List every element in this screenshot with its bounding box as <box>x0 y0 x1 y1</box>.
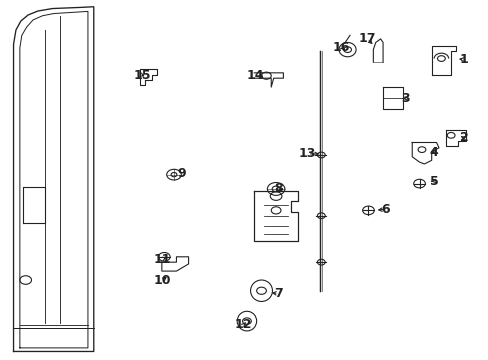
Text: 6: 6 <box>381 203 389 216</box>
Text: 7: 7 <box>274 287 283 300</box>
Text: 17: 17 <box>358 32 375 45</box>
Text: 4: 4 <box>429 146 438 159</box>
Text: 9: 9 <box>177 167 185 180</box>
Text: 5: 5 <box>429 175 438 188</box>
Text: 8: 8 <box>274 183 282 195</box>
Text: 11: 11 <box>153 253 170 266</box>
Text: 10: 10 <box>153 274 170 287</box>
Text: 12: 12 <box>234 318 252 331</box>
Text: 16: 16 <box>332 41 350 54</box>
Text: 14: 14 <box>246 69 264 82</box>
Text: 2: 2 <box>459 131 468 144</box>
Text: 1: 1 <box>459 53 468 66</box>
Text: 15: 15 <box>133 69 151 82</box>
Text: 3: 3 <box>401 92 409 105</box>
Text: 13: 13 <box>298 148 316 161</box>
